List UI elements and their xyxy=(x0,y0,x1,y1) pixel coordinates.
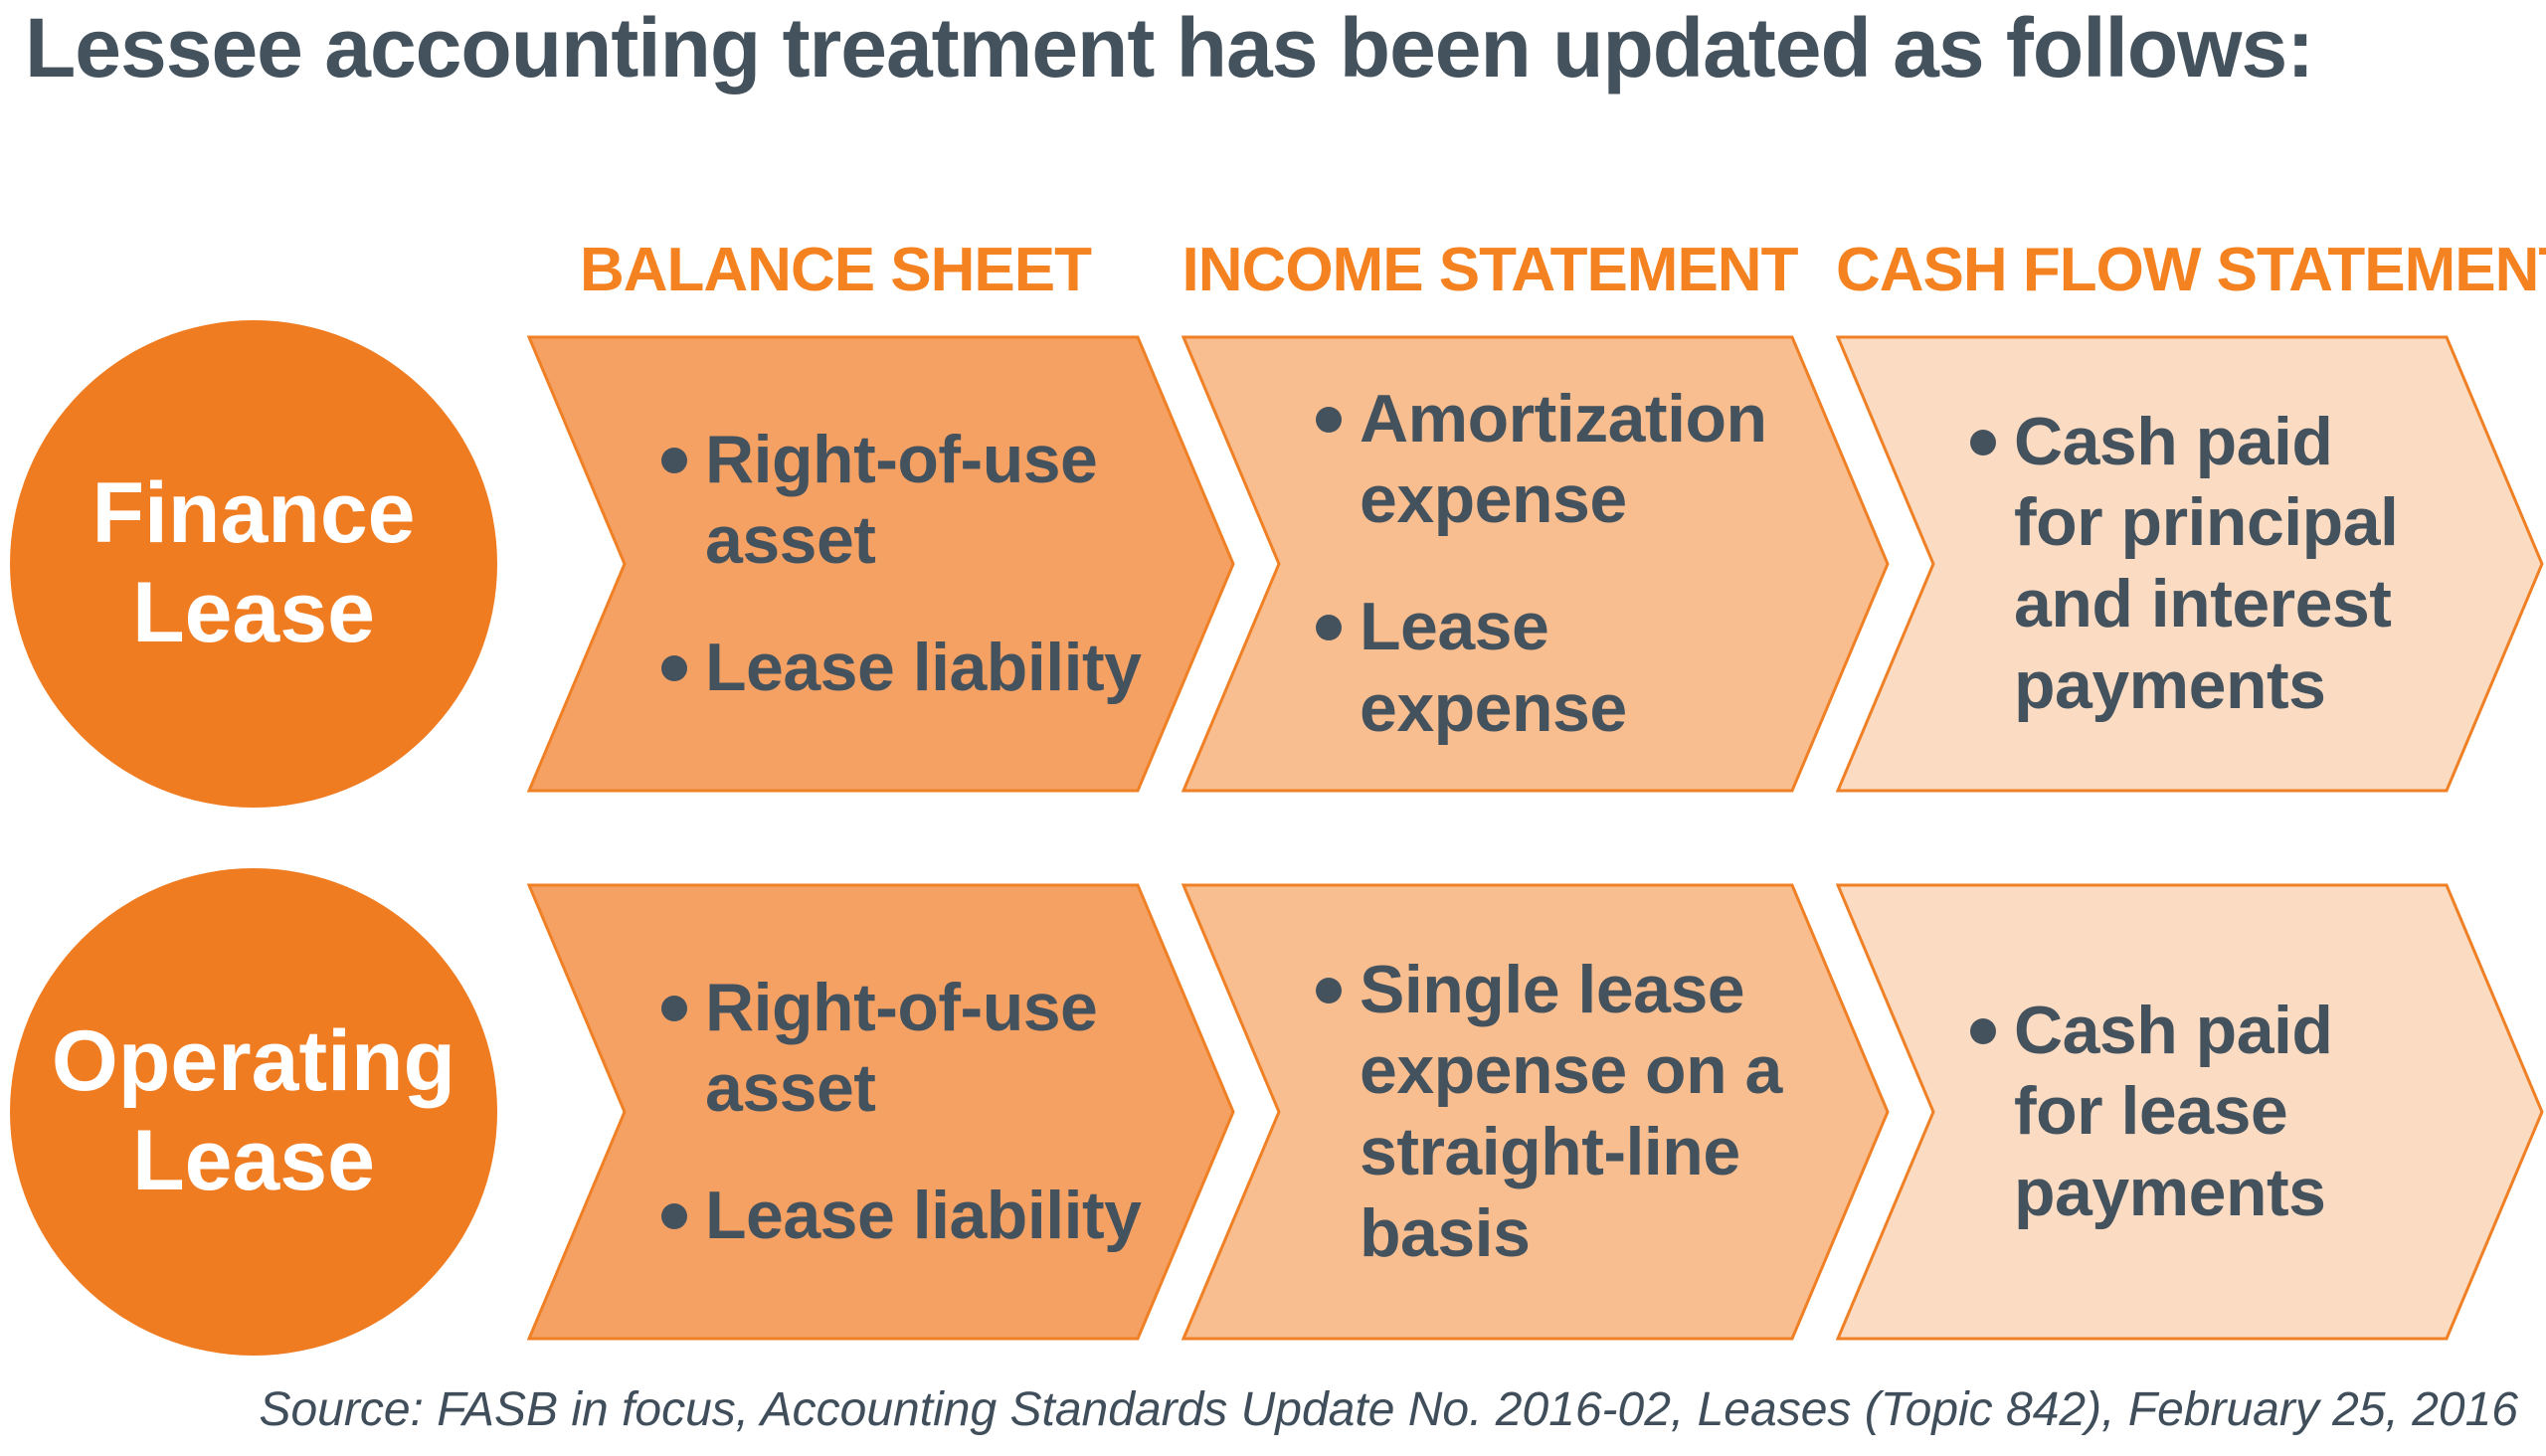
cell-operating-income-statement: Single lease expense on a straight-line … xyxy=(1182,883,1891,1341)
bullet-dot-icon xyxy=(661,447,687,473)
circle-label-line: Finance xyxy=(91,465,416,562)
bullet-list: Right-of-use asset Lease liability xyxy=(661,335,1144,793)
bullet-dot-icon xyxy=(1316,977,1342,1003)
bullet-dot-icon xyxy=(661,1202,687,1229)
bullet-text: Lease liability xyxy=(705,1177,1142,1253)
bullet-text: Right-of-use asset xyxy=(705,969,1098,1127)
bullet-dot-icon xyxy=(661,654,687,681)
bullet-item: Lease liability xyxy=(661,628,1144,709)
column-header-balance-sheet: BALANCE SHEET xyxy=(579,236,1092,304)
cell-operating-balance-sheet: Right-of-use asset Lease liability xyxy=(527,883,1236,1341)
chevron-polygon xyxy=(527,335,1235,793)
operating-lease-circle-label: Operating Lease xyxy=(52,1012,455,1211)
chevron-arrow-shape xyxy=(1182,335,1890,793)
bullet-item: Right-of-use asset xyxy=(661,420,1144,582)
source-note: Source: FASB in focus, Accounting Standa… xyxy=(259,1383,2518,1436)
bullet-item: Single lease expense on a straight-line … xyxy=(1316,950,1798,1274)
bullet-item: Cash paid for lease payments xyxy=(1970,991,2453,1234)
chevron-polygon xyxy=(1836,335,2544,793)
circle-label-line: Lease xyxy=(132,565,375,660)
chevron-arrow-shape xyxy=(1836,335,2544,793)
bullet-text: Lease liability xyxy=(705,629,1142,705)
bullet-dot-icon xyxy=(1970,429,1996,455)
chevron-arrow-shape xyxy=(527,883,1235,1341)
cell-finance-balance-sheet: Right-of-use asset Lease liability xyxy=(527,335,1236,793)
cell-finance-cash-flow-statement: Cash paid for principal and interest pay… xyxy=(1836,335,2545,793)
bullet-item: Lease expense xyxy=(1316,587,1798,749)
chevron-arrow-shape xyxy=(527,335,1235,793)
bullet-text: Amortization expense xyxy=(1360,380,1767,538)
bullet-item: Lease liability xyxy=(661,1176,1144,1257)
bullet-text: Lease expense xyxy=(1360,589,1627,746)
bullet-text: Cash paid for principal and interest pay… xyxy=(2014,403,2399,723)
bullet-item: Right-of-use asset xyxy=(661,968,1144,1130)
bullet-text: Right-of-use asset xyxy=(705,421,1098,579)
bullet-dot-icon xyxy=(661,995,687,1021)
cell-operating-cash-flow-statement: Cash paid for lease payments xyxy=(1836,883,2545,1341)
bullet-dot-icon xyxy=(1970,1017,1996,1044)
chevron-polygon xyxy=(1182,883,1890,1341)
circle-label-line: Operating xyxy=(51,1013,456,1110)
bullet-text: Cash paid for lease payments xyxy=(2014,992,2333,1230)
bullet-list: Cash paid for principal and interest pay… xyxy=(1970,335,2453,793)
operating-lease-circle: Operating Lease xyxy=(10,868,497,1356)
bullet-item: Amortization expense xyxy=(1316,379,1798,541)
bullet-list: Cash paid for lease payments xyxy=(1970,883,2453,1341)
chevron-polygon xyxy=(1836,883,2544,1341)
chevron-arrow-shape xyxy=(1182,883,1890,1341)
page-title: Lessee accounting treatment has been upd… xyxy=(25,1,2314,94)
chevron-polygon xyxy=(1182,335,1890,793)
bullet-item: Cash paid for principal and interest pay… xyxy=(1970,402,2453,726)
column-header-income-statement: INCOME STATEMENT xyxy=(1182,236,1799,304)
bullet-list: Single lease expense on a straight-line … xyxy=(1316,883,1798,1341)
bullet-dot-icon xyxy=(1316,615,1342,640)
finance-lease-circle: Finance Lease xyxy=(10,320,497,808)
finance-lease-circle-label: Finance Lease xyxy=(92,464,416,663)
bullet-dot-icon xyxy=(1316,406,1342,433)
circle-label-line: Lease xyxy=(132,1113,375,1208)
bullet-list: Right-of-use asset Lease liability xyxy=(661,883,1144,1341)
cell-finance-income-statement: Amortization expense Lease expense xyxy=(1182,335,1891,793)
chevron-polygon xyxy=(527,883,1235,1341)
bullet-list: Amortization expense Lease expense xyxy=(1316,335,1798,793)
bullet-text: Single lease expense on a straight-line … xyxy=(1360,951,1782,1271)
column-header-cash-flow-statement: CASH FLOW STATEMENT xyxy=(1836,236,2546,304)
chevron-arrow-shape xyxy=(1836,883,2544,1341)
